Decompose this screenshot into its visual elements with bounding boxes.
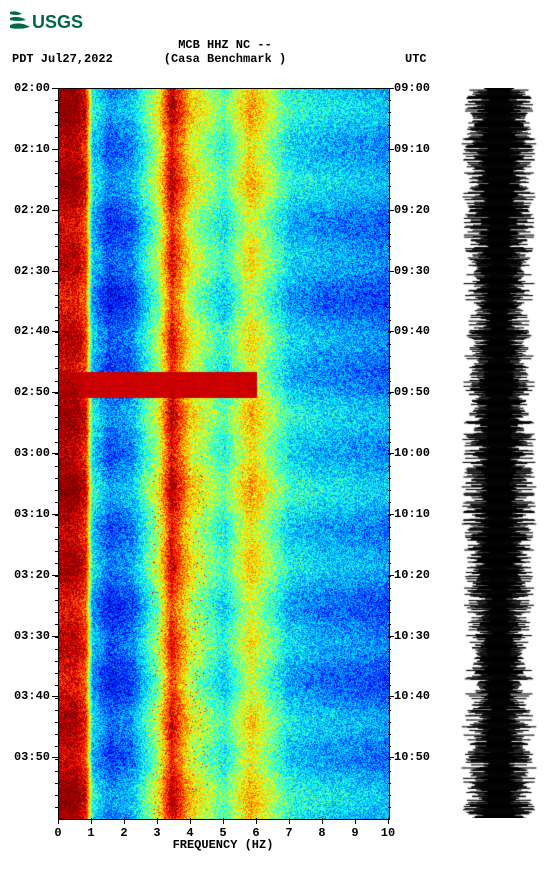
right-tick-label: 10:00: [394, 446, 430, 460]
left-tick-label: 03:00: [14, 446, 50, 460]
spectrogram-canvas: [59, 89, 389, 819]
right-tick-label: 10:20: [394, 568, 430, 582]
spectrogram-plot: [58, 88, 390, 820]
right-tick-label: 09:00: [394, 81, 430, 95]
right-tick-label: 09:20: [394, 203, 430, 217]
left-tick-label: 02:40: [14, 324, 50, 338]
left-tick-label: 03:10: [14, 507, 50, 521]
right-tick-label: 09:30: [394, 264, 430, 278]
left-tick-label: 03:50: [14, 750, 50, 764]
left-tick-label: 03:30: [14, 629, 50, 643]
x-axis-label: FREQUENCY (HZ): [58, 838, 388, 852]
left-tick-label: 03:20: [14, 568, 50, 582]
header-right-label: UTC: [405, 52, 427, 66]
usgs-logo: USGS: [8, 8, 98, 40]
station-line: MCB HHZ NC --: [0, 38, 450, 52]
right-time-axis: 09:0009:1009:2009:3009:4009:5010:0010:10…: [390, 88, 434, 818]
right-tick-label: 09:50: [394, 385, 430, 399]
right-tick-label: 10:40: [394, 689, 430, 703]
right-tick-label: 09:10: [394, 142, 430, 156]
right-tick-label: 10:10: [394, 507, 430, 521]
right-tick-label: 10:30: [394, 629, 430, 643]
left-time-axis: 02:0002:1002:2002:3002:4002:5003:0003:10…: [10, 88, 54, 818]
usgs-logo-text: USGS: [32, 12, 83, 32]
left-tick-label: 02:10: [14, 142, 50, 156]
header-left-label: PDT Jul27,2022: [12, 52, 113, 66]
right-tick-label: 09:40: [394, 324, 430, 338]
left-tick-label: 02:30: [14, 264, 50, 278]
left-tick-label: 02:20: [14, 203, 50, 217]
left-tick-label: 02:50: [14, 385, 50, 399]
waveform-canvas: [455, 88, 543, 818]
waveform-panel: [455, 88, 543, 818]
left-tick-label: 03:40: [14, 689, 50, 703]
right-tick-label: 10:50: [394, 750, 430, 764]
left-tick-label: 02:00: [14, 81, 50, 95]
